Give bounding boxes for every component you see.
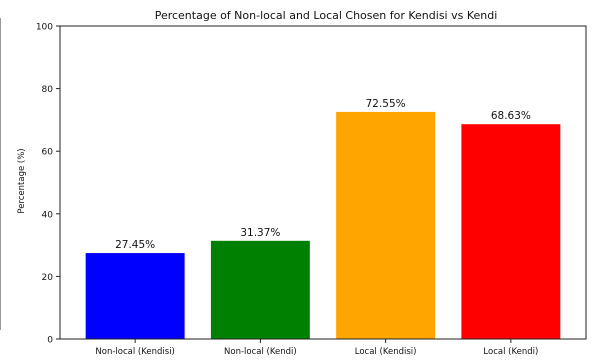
bar [461, 124, 561, 339]
chart-title: Percentage of Non-local and Local Chosen… [155, 9, 498, 22]
bar-value-label: 27.45% [115, 239, 155, 251]
y-tick-label: 40 [42, 210, 54, 220]
y-tick-label: 60 [42, 148, 54, 158]
bar [85, 253, 185, 339]
x-tick-label: Non-local (Kendisi) [95, 347, 174, 357]
y-axis-ticks: 0 20 40 60 80 100 [36, 23, 60, 346]
x-axis-ticks: Non-local (Kendisi) Non-local (Kendi) Loca… [95, 339, 538, 357]
bar-value-label: 31.37% [240, 227, 280, 239]
left-edge-divider [0, 18, 1, 330]
bar [210, 240, 310, 339]
y-axis-label: Percentage (%) [17, 148, 27, 213]
x-tick-label: Local (Kendi) [483, 347, 538, 357]
y-tick-label: 80 [42, 85, 54, 95]
x-tick-label: Local (Kendisi) [355, 347, 417, 357]
y-tick-label: 0 [47, 336, 53, 346]
value-labels-group: 27.45% 31.37% 72.55% 68.63% [115, 98, 531, 251]
y-tick-label: 100 [36, 23, 53, 33]
bars-group [85, 111, 561, 339]
bar-value-label: 68.63% [491, 110, 531, 122]
y-tick-label: 20 [42, 273, 54, 283]
x-tick-label: Non-local (Kendi) [224, 347, 297, 357]
plot-frame [59, 25, 587, 340]
bar [336, 111, 436, 339]
bar-value-label: 72.55% [366, 98, 406, 110]
